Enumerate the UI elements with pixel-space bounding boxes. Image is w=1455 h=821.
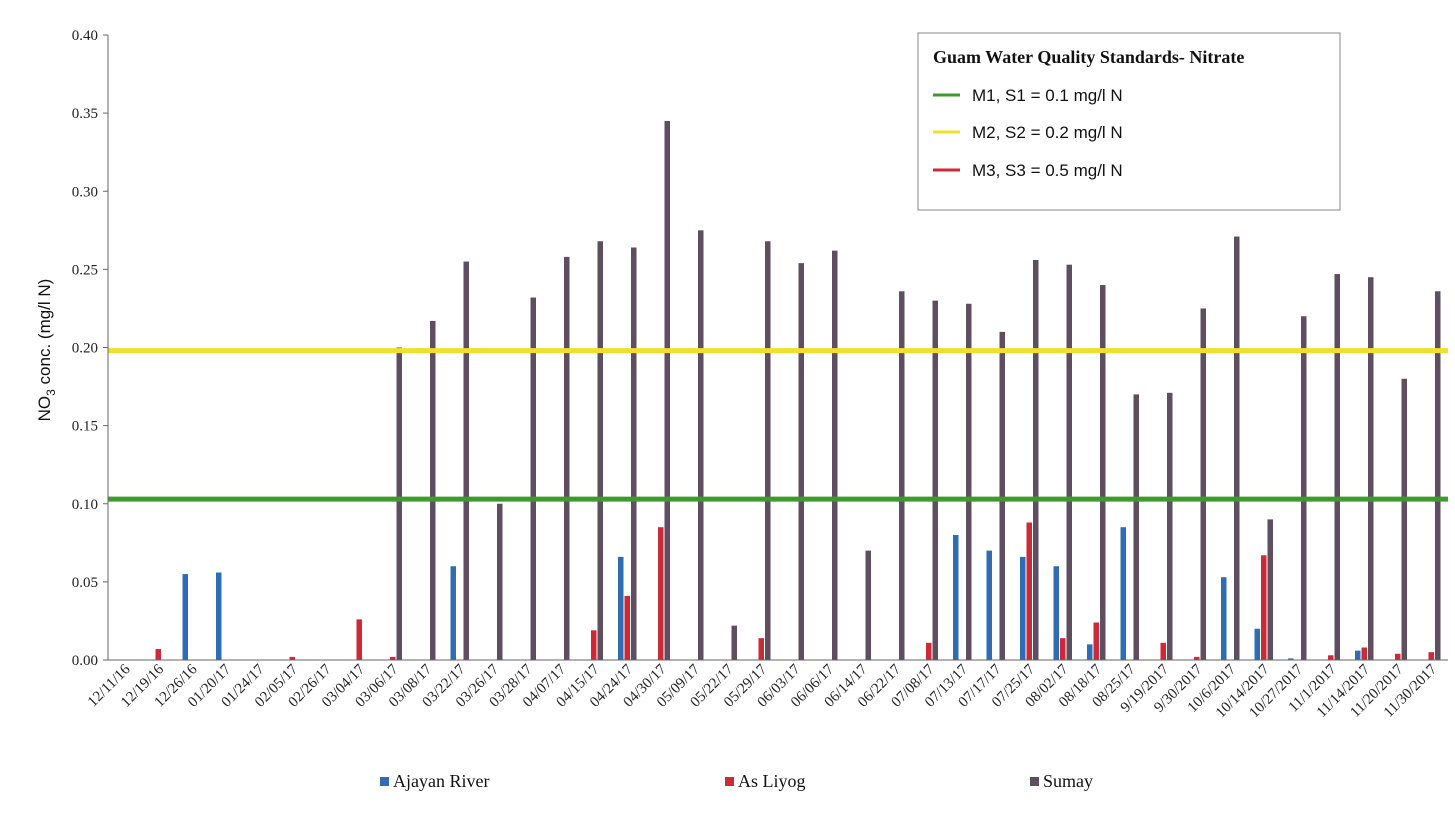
bars <box>155 120 1441 660</box>
legend-label-m1: M1, S1 = 0.1 mg/l N <box>972 86 1123 105</box>
bar-ajayan <box>1087 644 1093 660</box>
y-tick-label: 0.20 <box>72 341 98 357</box>
bar-sumay <box>1267 519 1273 660</box>
y-tick-label: 0.35 <box>72 106 98 122</box>
bar-sumay <box>1033 260 1039 660</box>
bar-asliyog <box>1361 647 1367 660</box>
series-legend-swatch-ajayan <box>380 777 389 786</box>
bar-sumay <box>1200 308 1206 660</box>
bar-asliyog <box>1160 642 1166 660</box>
bar-ajayan <box>1120 527 1126 660</box>
bar-asliyog <box>390 656 396 660</box>
y-tick-label: 0.10 <box>72 497 98 513</box>
bar-sumay <box>1368 277 1374 660</box>
bar-sumay <box>1100 285 1106 660</box>
bar-sumay <box>1435 291 1441 660</box>
axes <box>107 35 1448 661</box>
bar-sumay <box>899 291 905 660</box>
y-axis-label: NO3 conc. (mg/l N) <box>35 279 58 422</box>
series-legend-ajayan: Ajayan River <box>393 771 489 791</box>
bar-ajayan <box>986 550 992 660</box>
standards-legend: Guam Water Quality Standards- Nitrate M1… <box>917 32 1341 211</box>
y-tick-label: 0.05 <box>72 575 98 591</box>
bar-sumay <box>966 303 972 660</box>
bar-sumay <box>798 263 804 660</box>
bar-sumay <box>396 347 402 660</box>
bar-sumay <box>932 300 938 660</box>
bar-sumay <box>1133 394 1139 660</box>
bar-ajayan <box>953 535 959 660</box>
y-tick-label: 0.40 <box>72 28 98 44</box>
y-tick-label: 0.00 <box>72 653 98 669</box>
bar-sumay <box>664 120 670 660</box>
bar-sumay <box>1167 392 1173 660</box>
bar-sumay <box>530 297 536 660</box>
bar-sumay <box>597 241 603 660</box>
bar-sumay <box>564 256 570 660</box>
bar-asliyog <box>1093 622 1099 660</box>
series-legend-sumay: Sumay <box>1043 771 1093 791</box>
bar-sumay <box>999 331 1005 660</box>
bar-ajayan <box>1221 577 1227 660</box>
bar-sumay <box>765 241 771 660</box>
bar-sumay <box>631 247 637 660</box>
bar-ajayan <box>1254 628 1260 660</box>
bar-asliyog <box>155 649 161 660</box>
bar-asliyog <box>1328 655 1334 660</box>
bar-asliyog <box>758 638 764 660</box>
bar-sumay <box>463 261 469 660</box>
bar-ajayan <box>450 566 456 660</box>
bar-asliyog <box>658 527 664 660</box>
bar-asliyog <box>1428 652 1434 660</box>
bar-sumay <box>1334 274 1340 660</box>
bar-asliyog <box>289 656 295 660</box>
bar-sumay <box>731 625 737 660</box>
bar-asliyog <box>926 642 932 660</box>
bar-ajayan <box>1355 650 1361 660</box>
bar-asliyog <box>1060 638 1066 660</box>
series-legend-swatch-asliyog <box>725 777 734 786</box>
series-legend-asliyog: As Liyog <box>738 771 806 791</box>
bar-asliyog <box>1261 555 1267 660</box>
bar-asliyog <box>624 595 630 660</box>
bar-ajayan <box>216 572 222 660</box>
bar-ajayan <box>1288 658 1294 660</box>
bar-sumay <box>865 550 871 660</box>
bar-sumay <box>497 503 503 660</box>
bar-sumay <box>1401 378 1407 660</box>
bar-sumay <box>832 250 838 660</box>
bar-ajayan <box>1053 566 1059 660</box>
bar-asliyog <box>356 619 362 660</box>
y-axis-ticks: 0.00 0.05 0.10 0.15 0.20 0.25 0.30 0.35 0.40 <box>72 28 108 669</box>
series-legend: Ajayan River As Liyog Sumay <box>380 771 1093 791</box>
bar-sumay <box>1234 236 1240 660</box>
bar-ajayan <box>618 556 624 660</box>
bar-asliyog <box>1026 522 1032 660</box>
series-legend-swatch-sumay <box>1030 777 1039 786</box>
bar-asliyog <box>1194 656 1200 660</box>
y-tick-label: 0.30 <box>72 184 98 200</box>
y-tick-label: 0.25 <box>72 262 98 278</box>
legend-label-m3: M3, S3 = 0.5 mg/l N <box>972 161 1123 180</box>
bar-sumay <box>698 230 704 660</box>
y-tick-label: 0.15 <box>72 419 98 435</box>
bar-sumay <box>1301 316 1307 660</box>
legend-label-m2: M2, S2 = 0.2 mg/l N <box>972 123 1123 142</box>
legend-title: Guam Water Quality Standards- Nitrate <box>933 47 1244 67</box>
bar-ajayan <box>182 574 188 660</box>
reference-lines <box>108 348 1448 502</box>
bar-asliyog <box>1395 653 1401 660</box>
bar-sumay <box>430 320 436 660</box>
bar-asliyog <box>591 630 597 660</box>
bar-ajayan <box>1020 556 1026 660</box>
x-axis-ticks: 12/11/1612/19/1612/26/1601/20/1701/24/17… <box>85 661 1440 721</box>
bar-sumay <box>1066 264 1072 660</box>
